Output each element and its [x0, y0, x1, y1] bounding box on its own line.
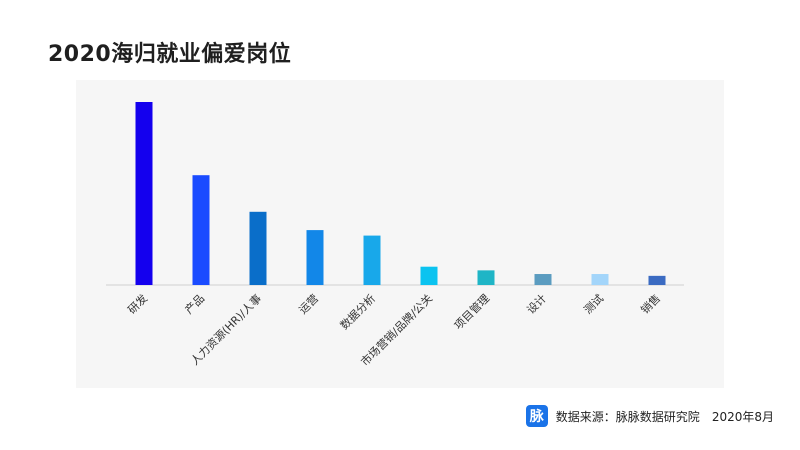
chart-panel: 研发 产品 人力资源(HR)/人事 运营 数据分析 市场营销/品牌/公关 项目管理 设计 测试销… — [76, 80, 724, 388]
bar-8 — [591, 274, 609, 285]
bar-1 — [192, 175, 210, 285]
x-tick-label-8: 测试 — [581, 292, 606, 317]
bar-3 — [306, 230, 324, 285]
x-tick-label-4: 数据分析 — [337, 291, 378, 332]
x-tick-label-1: 产品 — [182, 291, 207, 316]
source-text: 数据来源：脉脉数据研究院 — [555, 409, 700, 424]
bar-4 — [363, 235, 381, 285]
source-footer: 脉 数据来源：脉脉数据研究院 2020年8月 — [525, 404, 774, 428]
x-tick-label-9: 销售 — [638, 291, 663, 316]
maimai-logo: 脉 — [525, 405, 548, 427]
bar-0 — [135, 102, 153, 285]
x-tick-label-7: 设计 — [524, 292, 549, 317]
bar-9 — [648, 275, 666, 285]
bar-7 — [534, 274, 552, 285]
x-tick-label-0: 研发 — [125, 291, 150, 316]
x-tick-label-6: 项目管理 — [451, 291, 492, 332]
source-date: 2020年8月 — [711, 409, 774, 424]
bar-chart: 研发 产品人力资源(HR)/人事 运营 数据分析市场营销/品牌/公关 项目管理 设计 测试销… — [106, 102, 684, 369]
bar-6 — [477, 270, 495, 285]
bar-5 — [420, 266, 438, 285]
chart-title: 2020海归就业偏爱岗位 — [48, 42, 292, 67]
bar-2 — [249, 211, 267, 285]
x-tick-label-3: 运营 — [296, 291, 321, 316]
